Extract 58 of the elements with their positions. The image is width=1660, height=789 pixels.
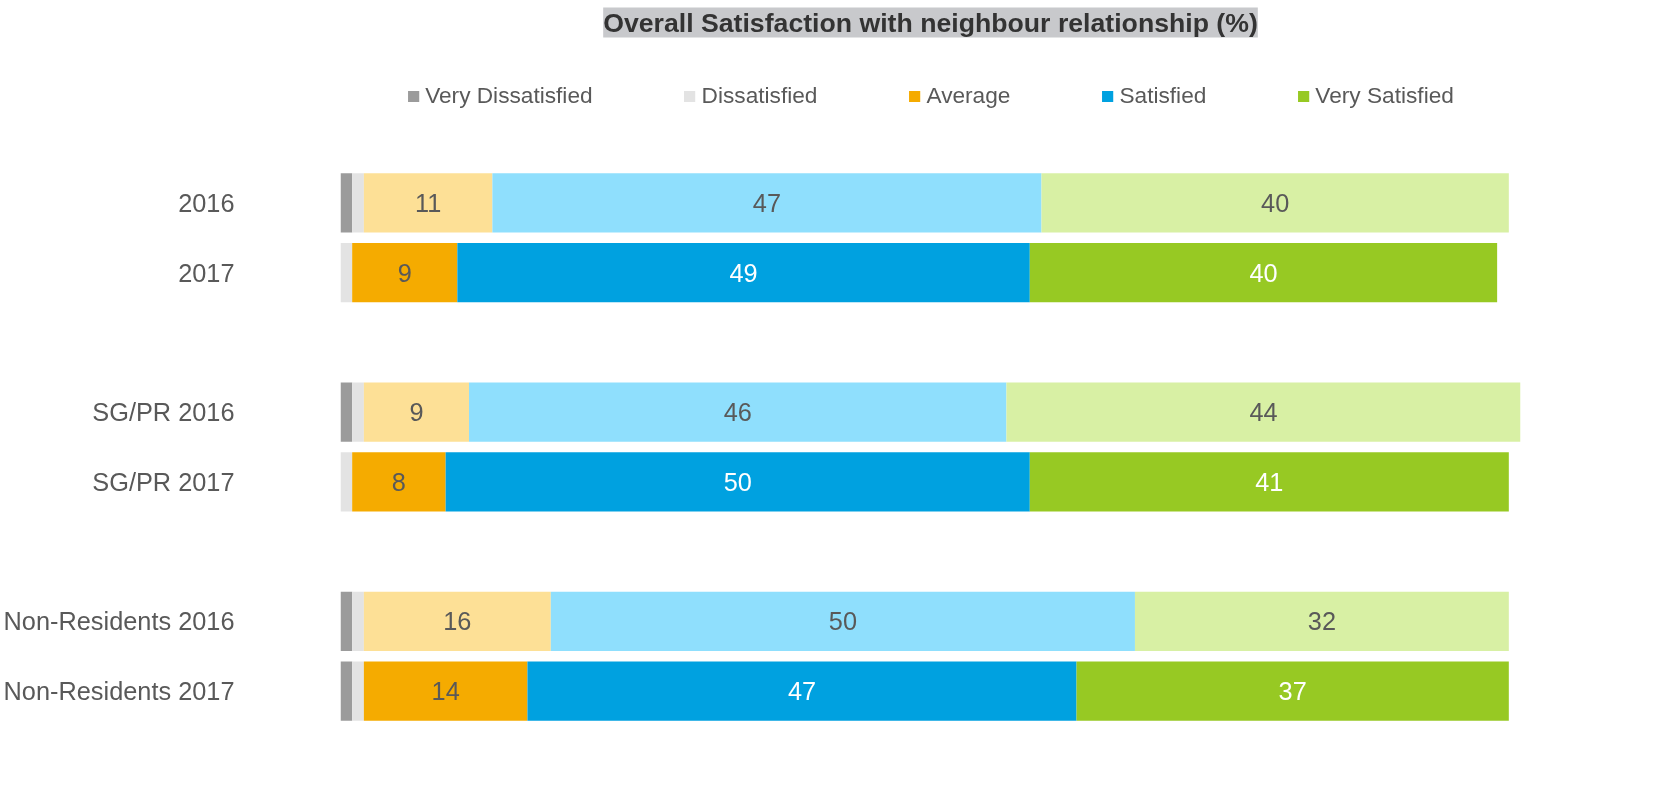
data-label: 32 xyxy=(1307,607,1336,636)
bar xyxy=(1041,173,1509,233)
data-label: 9 xyxy=(397,258,412,287)
legend-label: Very Satisfied xyxy=(1315,82,1454,109)
data-label: 41 xyxy=(1255,467,1284,496)
bar xyxy=(1076,661,1509,721)
bar xyxy=(352,661,364,721)
data-label: 47 xyxy=(787,677,817,706)
bar xyxy=(457,243,1030,303)
bar xyxy=(363,382,470,442)
bar xyxy=(1029,452,1509,512)
y-tick-label: Non-Residents 2016 xyxy=(3,607,235,636)
bar xyxy=(445,452,1030,512)
y-tick-label: Non-Residents 2017 xyxy=(3,677,235,706)
bar xyxy=(352,452,446,512)
data-label: 14 xyxy=(431,677,460,706)
data-label: 9 xyxy=(409,398,424,427)
data-label: 11 xyxy=(414,188,442,217)
bar xyxy=(352,382,364,442)
bar xyxy=(340,591,353,652)
data-label: 46 xyxy=(723,398,752,427)
bar xyxy=(1029,243,1498,303)
data-label: 37 xyxy=(1278,677,1307,706)
data-label: 49 xyxy=(729,258,758,287)
data-label: 16 xyxy=(443,607,472,636)
data-label: 47 xyxy=(752,188,782,217)
legend-label: Very Dissatisfied xyxy=(425,82,593,109)
data-label: 50 xyxy=(723,467,752,496)
bar xyxy=(352,173,364,233)
bar xyxy=(1006,382,1521,442)
y-tick-label: 2016 xyxy=(178,188,235,217)
bar xyxy=(340,173,353,233)
legend-label: Satisfied xyxy=(1119,82,1207,109)
bar xyxy=(527,661,1077,721)
bar xyxy=(340,661,353,721)
bar xyxy=(1134,591,1509,652)
bar xyxy=(550,591,1135,652)
legend-label: Average xyxy=(926,82,1011,109)
chart-title: Overall Satisfaction with neighbour relationship (%) xyxy=(603,7,1258,38)
bar xyxy=(363,591,551,652)
bar xyxy=(352,243,458,303)
bar xyxy=(340,243,353,303)
legend-label: Dissatisfied xyxy=(701,82,818,109)
data-label: 8 xyxy=(391,467,406,496)
bar xyxy=(469,382,1007,442)
data-label: 44 xyxy=(1249,398,1278,427)
data-label: 40 xyxy=(1249,258,1278,287)
bar xyxy=(363,661,528,721)
bar xyxy=(363,173,493,233)
bar xyxy=(340,382,353,442)
y-tick-label: 2017 xyxy=(178,258,235,287)
data-label: 50 xyxy=(828,607,857,636)
y-tick-label: SG/PR 2017 xyxy=(92,467,235,496)
bar xyxy=(340,452,353,512)
data-label: 40 xyxy=(1261,188,1290,217)
bar xyxy=(352,591,364,652)
bar xyxy=(492,173,1042,233)
y-tick-label: SG/PR 2016 xyxy=(92,398,235,427)
